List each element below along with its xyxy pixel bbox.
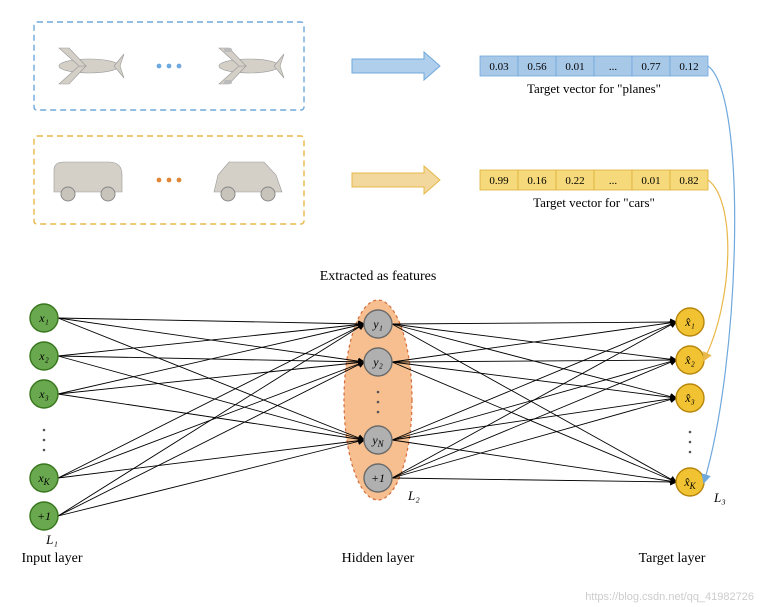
svg-text:L₁: L₁	[45, 532, 58, 547]
node-label: y₁	[372, 317, 383, 331]
layer-label: Input layer	[21, 551, 82, 566]
curve-arrow-cars	[704, 180, 728, 360]
edge	[58, 362, 364, 394]
car-icon	[54, 162, 122, 201]
svg-text:...: ...	[609, 175, 618, 187]
edge	[392, 322, 676, 478]
node-label: x̂₃	[684, 391, 695, 405]
svg-text:0.12: 0.12	[679, 61, 698, 73]
svg-text:L₃: L₃	[713, 490, 726, 505]
edge	[58, 318, 364, 324]
edge	[58, 356, 364, 440]
edge	[392, 360, 676, 362]
edge	[392, 398, 676, 478]
node-label: +1	[37, 509, 51, 523]
car-icon	[214, 162, 282, 201]
edge	[58, 324, 364, 516]
edge	[58, 324, 364, 394]
edge	[392, 360, 676, 478]
edge	[392, 322, 676, 324]
curve-arrow-planes	[704, 66, 735, 482]
layer-label: Hidden layer	[342, 551, 415, 566]
svg-text:0.03: 0.03	[489, 61, 509, 73]
node-label: x₁	[38, 311, 49, 325]
svg-text:0.56: 0.56	[527, 61, 547, 73]
watermark-text: https://blog.csdn.net/qq_41982726	[585, 591, 754, 603]
node-label: x̂₂	[684, 353, 695, 367]
svg-text:0.77: 0.77	[641, 61, 661, 73]
plane-icon	[59, 48, 124, 84]
edge	[58, 440, 364, 516]
edge	[58, 324, 364, 356]
edge	[392, 324, 676, 482]
edge	[392, 478, 676, 482]
features-label: Extracted as features	[320, 269, 437, 284]
node-label: x₂	[38, 349, 49, 363]
svg-text:0.22: 0.22	[565, 175, 584, 187]
big-arrow	[352, 52, 440, 80]
svg-text:L₂: L₂	[407, 488, 420, 503]
edge	[392, 322, 676, 362]
node-label: +1	[371, 471, 385, 485]
edge	[58, 362, 364, 516]
svg-text:0.82: 0.82	[679, 175, 698, 187]
edge	[58, 440, 364, 478]
node-label: y₂	[372, 355, 383, 369]
vector-label: Target vector for "planes"	[527, 81, 661, 96]
svg-text:0.01: 0.01	[641, 175, 660, 187]
svg-text:0.16: 0.16	[527, 175, 547, 187]
layer-label: Target layer	[639, 551, 706, 566]
svg-text:0.99: 0.99	[489, 175, 509, 187]
svg-text:...: ...	[609, 61, 618, 73]
plane-icon	[219, 48, 284, 84]
svg-text:0.01: 0.01	[565, 61, 584, 73]
edge	[392, 440, 676, 482]
node-label: x₃	[38, 387, 49, 401]
big-arrow	[352, 166, 440, 194]
node-label: x̂₁	[684, 315, 695, 329]
diagram-canvas: 0.03 0.56 0.01... 0.77 0.12 Target vector for…	[0, 0, 760, 607]
vector-label: Target vector for "cars"	[533, 195, 655, 210]
